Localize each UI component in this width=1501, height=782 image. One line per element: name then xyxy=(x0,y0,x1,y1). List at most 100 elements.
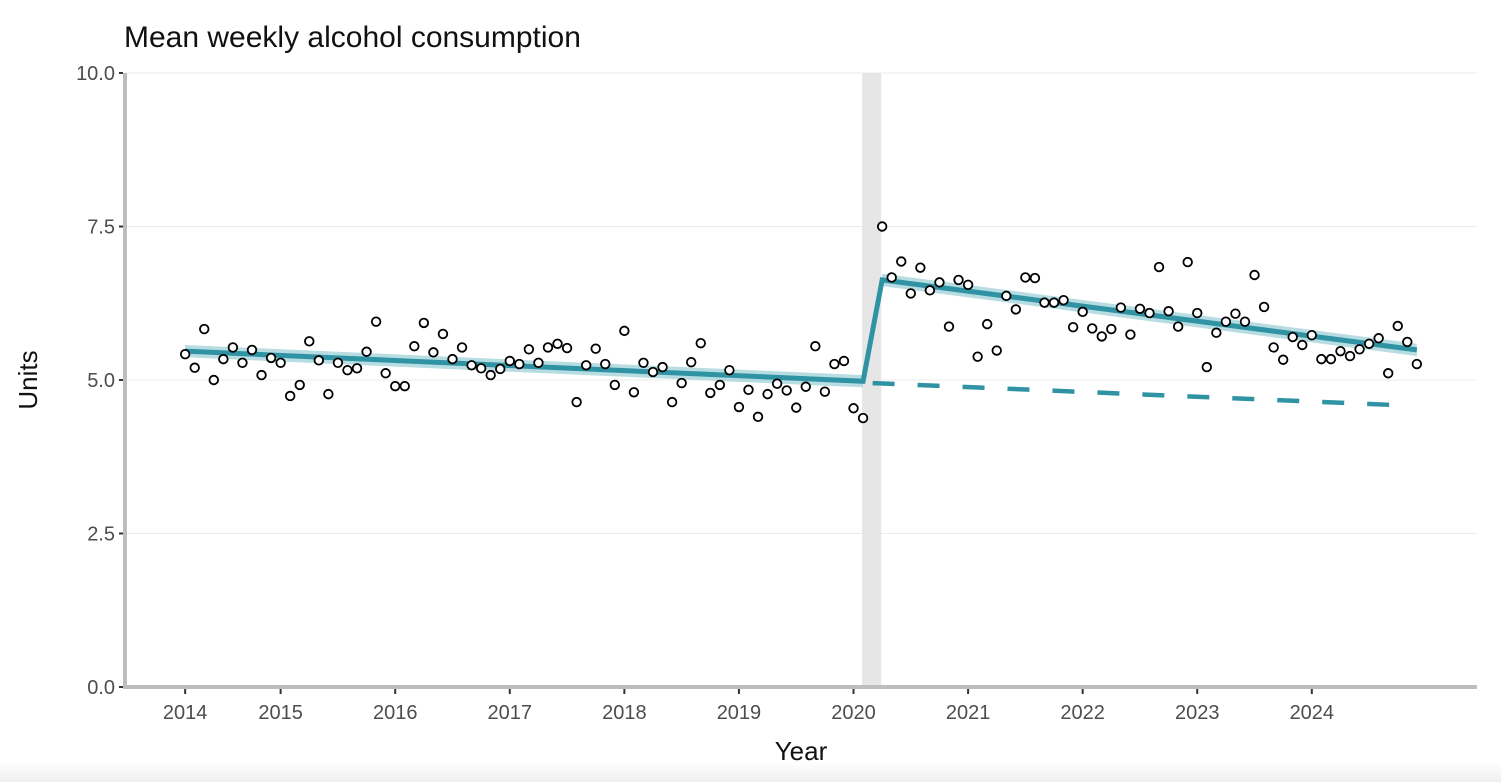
data-point xyxy=(552,338,563,349)
data-point xyxy=(447,353,458,365)
data-point xyxy=(876,221,888,232)
x-axis-title: Year xyxy=(775,736,828,766)
x-tick-label: 2015 xyxy=(258,702,303,724)
data-point xyxy=(466,360,477,371)
data-point xyxy=(886,272,897,283)
y-axis-title: Units xyxy=(13,350,43,409)
data-point xyxy=(972,351,983,362)
data-point xyxy=(342,364,353,376)
data-point xyxy=(1411,358,1423,370)
intervention-band-rect xyxy=(862,73,882,687)
data-point xyxy=(456,342,468,353)
window-bottom-shade xyxy=(0,762,1501,782)
data-point xyxy=(762,388,773,400)
data-point xyxy=(695,337,706,349)
data-point xyxy=(619,325,630,337)
data-point xyxy=(523,344,535,355)
data-point xyxy=(1344,350,1356,362)
data-point xyxy=(1087,323,1098,334)
data-point xyxy=(533,357,544,369)
data-point xyxy=(1010,304,1022,315)
data-point xyxy=(819,386,831,397)
data-point xyxy=(1096,331,1107,342)
data-point xyxy=(256,369,267,381)
data-point xyxy=(924,285,936,296)
data-point xyxy=(800,381,811,392)
data-point xyxy=(705,387,716,399)
x-tick-label: 2014 xyxy=(163,702,208,724)
data-point xyxy=(1363,338,1375,349)
data-point xyxy=(915,262,926,273)
data-point xyxy=(1077,306,1088,318)
data-point xyxy=(857,412,869,424)
data-point xyxy=(1211,327,1222,338)
data-point xyxy=(905,288,917,299)
data-point xyxy=(1287,331,1298,343)
data-point xyxy=(1039,297,1050,308)
y-axis-ticks: 0.0 2.5 5.0 7.5 10.0 xyxy=(76,63,123,699)
data-point xyxy=(1306,329,1318,341)
data-point xyxy=(275,357,286,369)
data-point xyxy=(495,363,506,375)
data-point xyxy=(810,341,821,352)
data-point xyxy=(246,344,258,356)
data-point xyxy=(227,342,239,353)
data-point xyxy=(1058,294,1069,306)
data-point xyxy=(542,342,554,353)
data-point xyxy=(1239,316,1251,327)
data-point xyxy=(1020,272,1031,283)
data-point xyxy=(1153,261,1165,273)
x-tick-label: 2022 xyxy=(1060,702,1105,724)
y-tick-label: 7.5 xyxy=(87,217,115,239)
data-point xyxy=(380,368,391,379)
data-point xyxy=(1182,256,1193,268)
data-point xyxy=(428,347,439,358)
data-point xyxy=(1067,321,1079,333)
data-point xyxy=(1277,354,1289,365)
x-tick-label: 2023 xyxy=(1175,702,1220,724)
x-tick-label: 2019 xyxy=(717,702,762,724)
data-point xyxy=(351,363,363,374)
data-point xyxy=(418,317,430,329)
x-tick-label: 2021 xyxy=(946,702,991,724)
data-point xyxy=(1297,339,1308,351)
data-point xyxy=(561,342,573,354)
data-point xyxy=(475,363,487,374)
data-point xyxy=(771,378,783,389)
data-point xyxy=(1115,302,1127,313)
data-point xyxy=(1392,320,1403,332)
data-point xyxy=(1144,307,1155,319)
x-tick-label: 2018 xyxy=(602,702,647,724)
x-tick-label: 2024 xyxy=(1290,702,1335,724)
data-point xyxy=(1048,297,1060,308)
data-point xyxy=(1249,269,1260,281)
x-tick-label: 2017 xyxy=(488,702,533,724)
data-point xyxy=(571,396,582,408)
data-point xyxy=(733,401,745,413)
data-point xyxy=(934,277,945,288)
data-point xyxy=(1258,301,1270,313)
data-points xyxy=(179,221,1423,424)
y-tick-label: 2.5 xyxy=(87,524,115,546)
data-point xyxy=(1172,321,1184,332)
data-point xyxy=(409,341,420,352)
data-point xyxy=(1220,316,1232,327)
data-point xyxy=(781,385,792,396)
data-point xyxy=(657,361,668,373)
data-point xyxy=(714,379,726,391)
data-point xyxy=(1192,307,1203,319)
data-point xyxy=(590,343,601,354)
data-point xyxy=(485,369,496,381)
data-point xyxy=(208,374,219,386)
chart-title: Mean weekly alcohol consumption xyxy=(124,21,581,54)
data-point xyxy=(638,357,649,369)
data-point xyxy=(962,279,974,291)
x-tick-label: 2020 xyxy=(831,702,876,724)
data-point xyxy=(666,396,678,408)
data-point xyxy=(361,346,372,357)
intervention-band xyxy=(862,73,882,687)
data-point xyxy=(1316,353,1327,365)
data-point xyxy=(284,390,296,402)
data-point xyxy=(628,387,640,398)
